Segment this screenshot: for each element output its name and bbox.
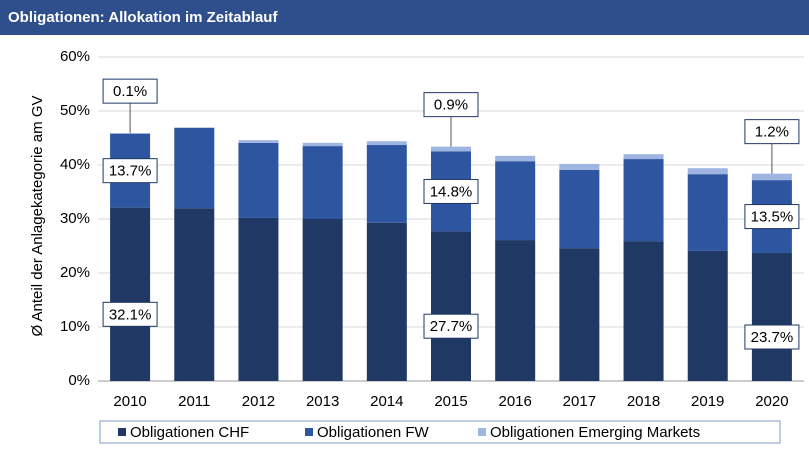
y-tick-label: 20% [60, 264, 90, 281]
bar-segment [174, 127, 215, 209]
x-tick-label: 2018 [627, 393, 660, 410]
value-label: 27.7% [430, 318, 473, 335]
value-label-box [102, 301, 158, 327]
value-label-box [744, 119, 800, 145]
legend-swatch [118, 428, 126, 436]
y-axis-label: Ø Anteil der Anlagekategorie am GV [29, 96, 46, 337]
x-tick-label: 2016 [498, 393, 531, 410]
chart-title: Obligationen: Allokation im Zeitablauf [8, 9, 278, 26]
bar-segment [559, 169, 600, 249]
bar-segment [238, 217, 279, 381]
value-label: 14.8% [430, 183, 473, 200]
y-tick-label: 30% [60, 210, 90, 227]
legend-label: Obligationen FW [317, 424, 430, 441]
value-label-box [102, 78, 158, 104]
x-tick-label: 2014 [370, 393, 403, 410]
x-tick-label: 2015 [434, 393, 467, 410]
bar-segment [431, 146, 471, 152]
bar-segment [238, 142, 279, 218]
value-label-box [102, 158, 158, 184]
bar-segment [110, 207, 151, 381]
bar-segment [495, 240, 536, 381]
bar-segment [559, 163, 600, 170]
bar-segment [302, 146, 343, 219]
bar-segment [174, 208, 215, 381]
legend-label: Obligationen CHF [130, 424, 249, 441]
value-label: 0.9% [434, 97, 468, 114]
legend-label: Obligationen Emerging Markets [490, 424, 700, 441]
value-label: 23.7% [751, 329, 794, 346]
bar-segment [366, 222, 407, 381]
bar-segment [495, 155, 536, 162]
x-tick-label: 2010 [113, 393, 146, 410]
bar-segment [623, 159, 664, 242]
value-label: 0.1% [113, 83, 147, 100]
bar-segment [687, 168, 728, 175]
value-label: 1.2% [755, 124, 789, 141]
y-tick-label: 50% [60, 102, 90, 119]
y-tick-label: 40% [60, 156, 90, 173]
legend-box [99, 420, 781, 444]
bar-segment [751, 173, 792, 181]
value-label-box [423, 313, 479, 339]
legend-swatch [305, 428, 313, 436]
bar-segment [366, 145, 407, 223]
value-label-box [423, 92, 479, 118]
bar-segment [302, 142, 343, 147]
bar-segment [623, 241, 664, 381]
bar-segment [623, 154, 664, 160]
x-tick-label: 2012 [242, 393, 275, 410]
value-label: 13.5% [751, 209, 794, 226]
value-label: 32.1% [109, 306, 152, 323]
y-tick-label: 60% [60, 48, 90, 65]
bar-segment [302, 219, 343, 381]
bar-segment [238, 140, 279, 143]
x-tick-label: 2020 [755, 393, 788, 410]
legend-swatch [478, 428, 486, 436]
bar-segment [559, 248, 600, 381]
y-tick-label: 10% [60, 318, 90, 335]
x-tick-label: 2019 [691, 393, 724, 410]
bar-segment [687, 174, 728, 251]
bar-segment [495, 161, 536, 241]
bar-segment [110, 133, 151, 134]
x-tick-label: 2013 [306, 393, 339, 410]
value-label: 13.7% [109, 163, 152, 180]
x-tick-label: 2011 [178, 393, 210, 410]
value-label-box [744, 204, 800, 230]
bar-segment [366, 141, 407, 146]
bar-segment [431, 231, 471, 381]
y-tick-label: 0% [68, 372, 90, 389]
bar-segment [751, 253, 792, 381]
header-bar [0, 0, 809, 35]
x-tick-label: 2017 [563, 393, 596, 410]
value-label-box [423, 178, 479, 204]
value-label-box [744, 324, 800, 350]
bar-segment [687, 250, 728, 381]
